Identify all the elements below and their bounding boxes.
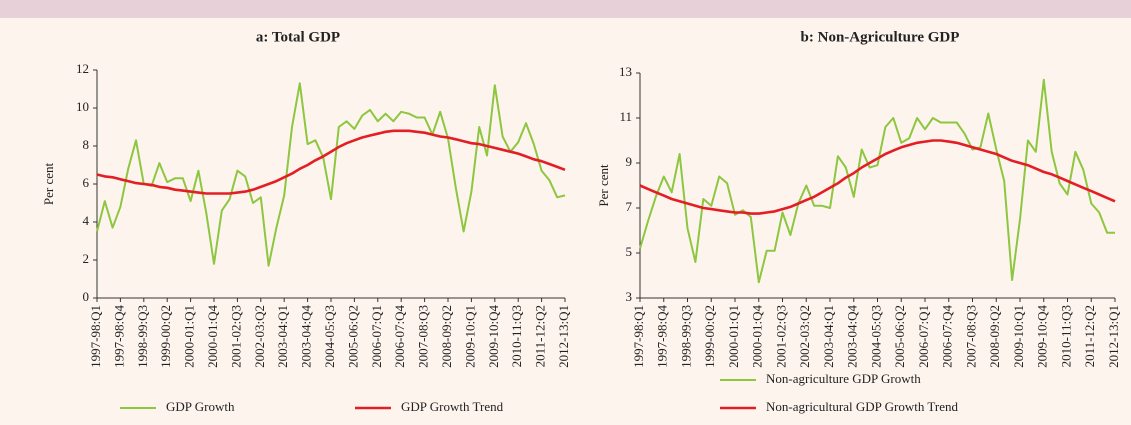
legend-label: Non-agricultural GDP Growth Trend	[766, 399, 958, 414]
y-tick-label: 7	[626, 199, 633, 214]
x-tick-label: 2009-10:Q1	[462, 305, 477, 368]
x-tick-label: 1997-98:Q1	[631, 305, 646, 368]
x-tick-label: 2006-07:Q1	[916, 305, 931, 368]
y-tick-label: 6	[83, 175, 90, 190]
x-tick-label: 2007-08:Q3	[963, 305, 978, 368]
x-tick-label: 2009-10:Q1	[1011, 305, 1026, 368]
y-axis-label: Per cent	[596, 164, 611, 207]
x-tick-label: 2011-12:Q2	[533, 305, 548, 367]
x-tick-label: 1998-99:Q3	[678, 305, 693, 368]
x-tick-label: 2000-01:Q1	[726, 305, 741, 368]
x-tick-label: 2009-10:Q4	[1035, 305, 1050, 368]
x-tick-label: 2003-04:Q4	[299, 305, 314, 368]
y-tick-label: 2	[83, 251, 90, 266]
x-tick-label: 2007-08:Q3	[416, 305, 431, 368]
top-band	[0, 0, 1131, 18]
chart-title: a: Total GDP	[256, 29, 340, 45]
y-tick-label: 10	[76, 99, 89, 114]
x-tick-label: 2005-06:Q2	[345, 305, 360, 368]
series-line	[639, 78, 1115, 284]
x-tick-label: 2002-03:Q2	[797, 305, 812, 368]
y-tick-label: 0	[83, 289, 90, 304]
x-tick-label: 2004-05:Q3	[868, 305, 883, 368]
x-tick-label: 1999-00:Q2	[702, 305, 717, 368]
x-tick-label: 2010-11:Q3	[509, 305, 524, 367]
chart-title: b: Non-Agriculture GDP	[801, 29, 960, 45]
series-line	[96, 129, 566, 195]
y-tick-label: 5	[626, 244, 633, 259]
x-tick-label: 1997-98:Q4	[655, 305, 670, 368]
legend-label: Non-agriculture GDP Growth	[766, 371, 921, 386]
y-tick-label: 9	[626, 154, 633, 169]
x-tick-label: 2003-04:Q4	[845, 305, 860, 368]
x-tick-label: 2006-07:Q4	[940, 305, 955, 368]
x-tick-label: 2010-11:Q3	[1058, 305, 1073, 367]
y-tick-label: 13	[619, 64, 632, 79]
x-tick-label: 2006-07:Q4	[392, 305, 407, 368]
x-tick-label: 2009-10:Q4	[486, 305, 501, 368]
x-tick-label: 2011-12:Q2	[1082, 305, 1097, 367]
x-tick-label: 2003-04:Q1	[821, 305, 836, 368]
x-tick-label: 2005-06:Q2	[892, 305, 907, 368]
x-tick-label: 2012-13:Q1	[556, 305, 571, 368]
y-tick-label: 4	[83, 213, 90, 228]
series-line	[639, 139, 1116, 215]
legend-label: GDP Growth	[166, 399, 235, 414]
x-tick-label: 2000-01:Q4	[750, 305, 765, 368]
x-tick-label: 2006-07:Q1	[369, 305, 384, 368]
y-tick-label: 11	[619, 109, 632, 124]
x-tick-label: 2000-01:Q1	[182, 305, 197, 368]
legend-label: GDP Growth Trend	[401, 399, 504, 414]
x-tick-label: 1997-98:Q4	[111, 305, 126, 368]
x-tick-label: 2002-03:Q2	[252, 305, 267, 368]
x-tick-label: 2008-09:Q2	[439, 305, 454, 368]
x-tick-label: 1998-99:Q3	[135, 305, 150, 368]
x-tick-label: 2001-02:Q3	[228, 305, 243, 368]
x-tick-label: 1999-00:Q2	[158, 305, 173, 368]
x-tick-label: 2008-09:Q2	[987, 305, 1002, 368]
x-tick-label: 2000-01:Q4	[205, 305, 220, 368]
y-tick-label: 12	[76, 61, 89, 76]
y-axis-label: Per cent	[41, 162, 56, 205]
x-tick-label: 2004-05:Q3	[322, 305, 337, 368]
x-tick-label: 2012-13:Q1	[1106, 305, 1121, 368]
x-tick-label: 2003-04:Q1	[275, 305, 290, 368]
y-tick-label: 3	[626, 289, 633, 304]
x-tick-label: 1997-98:Q1	[88, 305, 103, 368]
x-tick-label: 2001-02:Q3	[773, 305, 788, 368]
series-line	[96, 82, 566, 267]
y-tick-label: 8	[83, 137, 90, 152]
